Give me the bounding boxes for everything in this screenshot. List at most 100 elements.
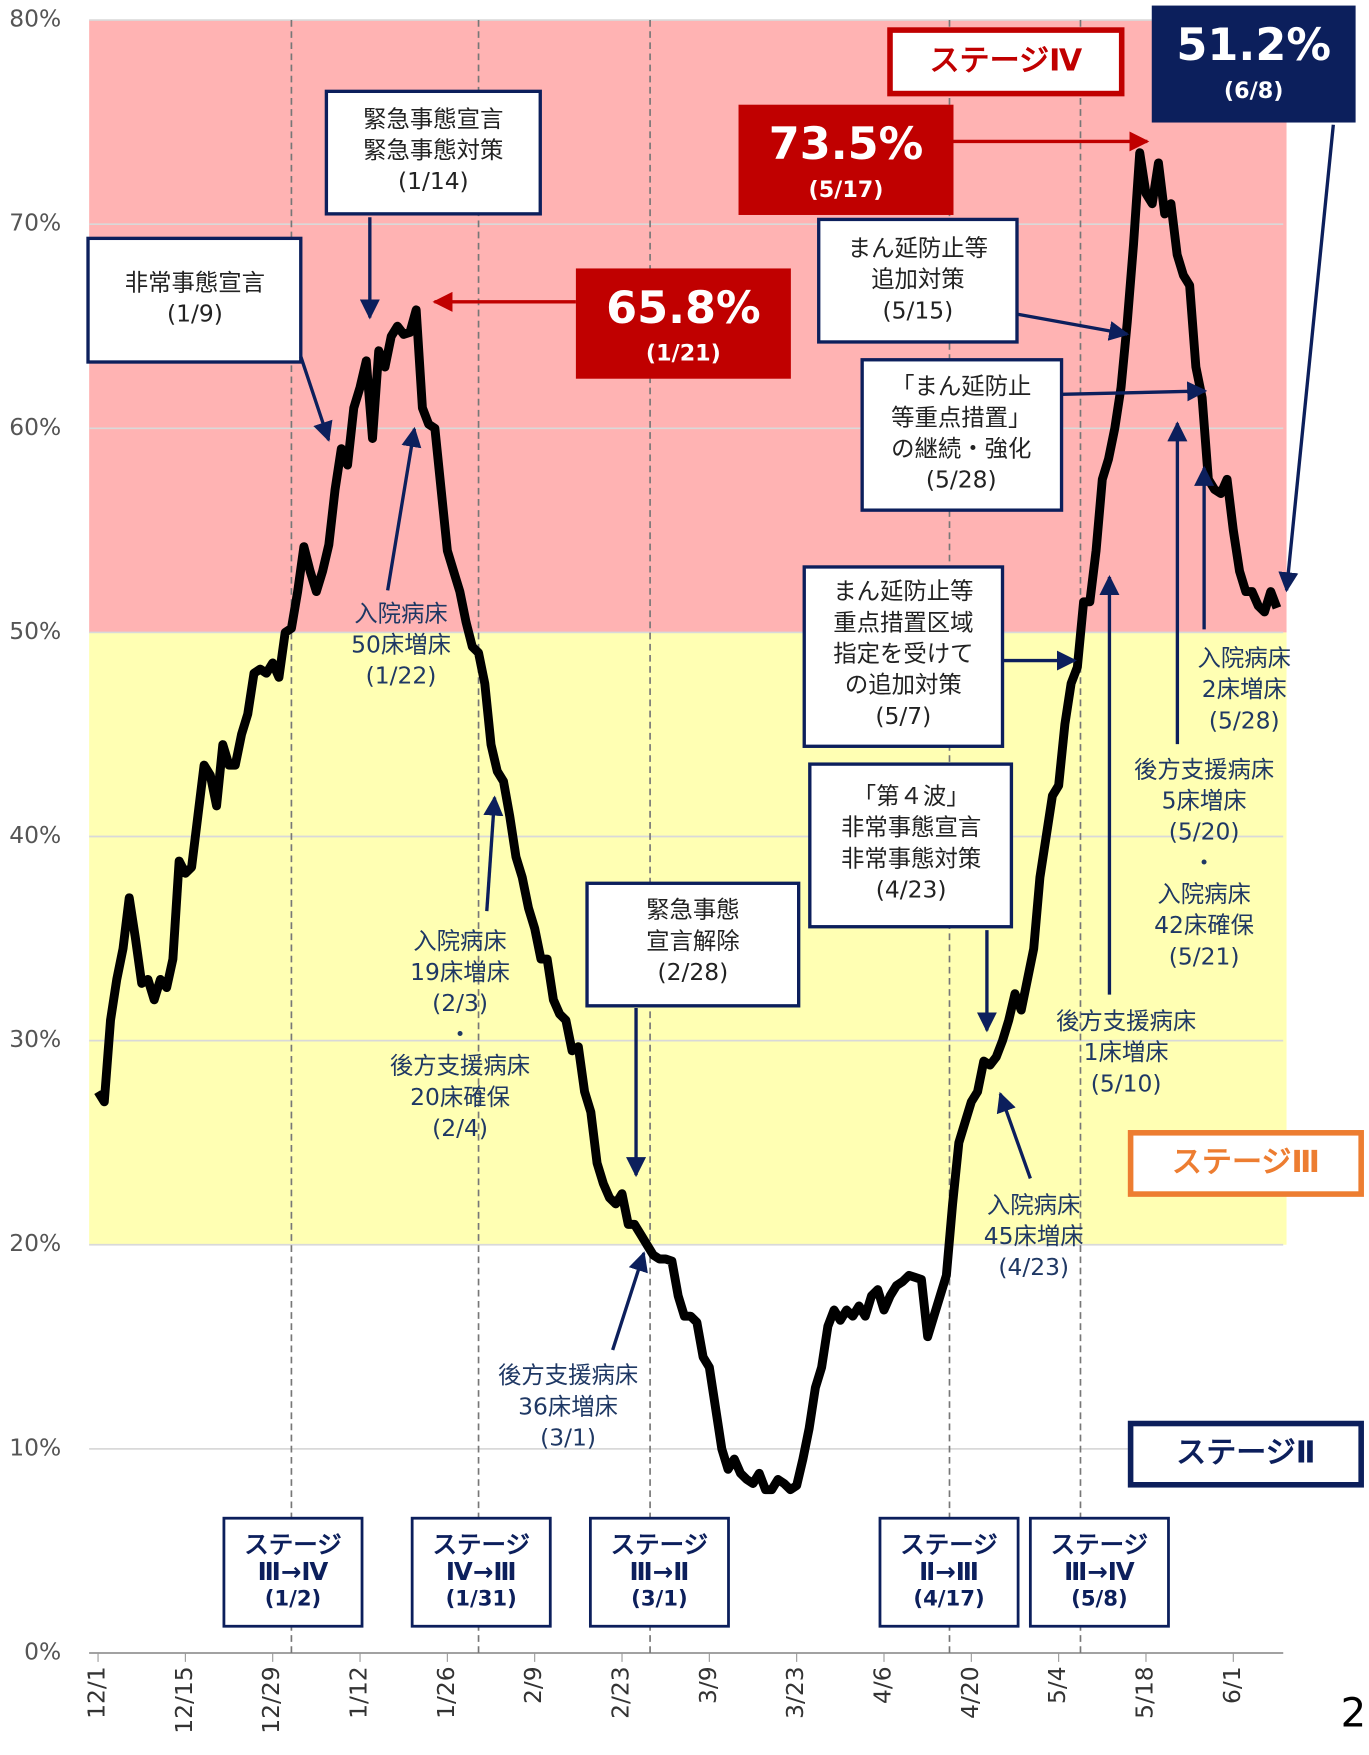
stage-change-box <box>222 1516 364 1628</box>
annotation-text: (5/7) <box>875 702 931 730</box>
annotation-text: (4/23) <box>876 876 947 904</box>
peak-value: 73.5% <box>769 118 924 170</box>
x-tick-label: 1/26 <box>432 1666 460 1719</box>
annotation-text: 19床増床 <box>410 958 510 986</box>
x-tick-label: 12/29 <box>257 1666 285 1733</box>
annotation-text: 50床増床 <box>351 631 451 659</box>
arrow <box>386 426 422 591</box>
annotation-text: 非常事態宣言 <box>125 269 265 297</box>
annotation-text: 「まん延防止 <box>891 372 1031 400</box>
stage-change-text: ステージ <box>432 1530 530 1559</box>
x-tick-label: 5/18 <box>1130 1666 1158 1719</box>
peak-date: (5/17) <box>809 177 884 203</box>
peak-date: (6/8) <box>1224 78 1283 104</box>
annotation-box <box>86 236 303 364</box>
x-tick-label: 2/9 <box>519 1666 547 1704</box>
stage-change-text: (4/17) <box>913 1586 984 1611</box>
annotation-text: 緊急事態対策 <box>363 136 503 164</box>
stage-change-text: (1/2) <box>265 1586 322 1611</box>
stage-change-text: Ⅱ→Ⅲ <box>919 1557 979 1586</box>
annotation-text: 45床増床 <box>984 1222 1084 1250</box>
annotation-text: 非常事態対策 <box>841 844 981 872</box>
annotation-text: 指定を受けて <box>833 639 973 667</box>
stage-change-text: ステージ <box>244 1530 342 1559</box>
data-line <box>94 148 1282 1495</box>
stage-change-text: ステージ <box>1051 1530 1149 1559</box>
annotation-box <box>860 358 1064 512</box>
annotation-box <box>817 217 1019 344</box>
stage-label: ステージⅡ <box>1176 1436 1315 1471</box>
peak-box <box>1151 5 1356 123</box>
annotation-text: 入院病床 <box>354 599 448 627</box>
annotation-text: 後方支援病床 <box>1056 1007 1196 1035</box>
stage-label: ステージⅢ <box>1172 1145 1320 1180</box>
annotation-text: 2床増床 <box>1202 675 1287 703</box>
stage-change-box <box>410 1516 552 1628</box>
y-tick-label: 10% <box>9 1433 61 1461</box>
annotation-box <box>324 89 542 216</box>
annotation-text: 後方支援病床 <box>498 1361 638 1389</box>
stage-label: ステージⅣ <box>930 43 1083 78</box>
annotation-text: 42床確保 <box>1154 911 1254 939</box>
annotation-text: ・ <box>448 1020 471 1048</box>
stage-label-box <box>887 27 1125 97</box>
annotation-text: 入院病床 <box>413 927 507 955</box>
annotation-text: まん延防止等 <box>848 234 988 262</box>
y-tick-label: 20% <box>9 1229 61 1257</box>
annotation-text: 入院病床 <box>987 1191 1081 1219</box>
annotation-text: 後方支援病床 <box>390 1052 530 1080</box>
annotation-text: (1/14) <box>398 167 469 195</box>
x-tick-label: 12/15 <box>170 1666 198 1733</box>
annotation-text: 緊急事態 <box>646 896 740 924</box>
annotation-text: (5/20) <box>1169 818 1240 846</box>
page-number: 2 <box>1341 1690 1367 1736</box>
y-tick-label: 30% <box>9 1025 61 1053</box>
stage-change-box <box>1028 1516 1170 1628</box>
annotation-text: (5/28) <box>1209 706 1280 734</box>
foreground: ステージⅢ→Ⅳ(1/2)ステージⅣ→Ⅲ(1/31)ステージⅢ→Ⅱ(3/1)ステー… <box>86 5 1364 1628</box>
annotation-text: まん延防止等 <box>833 577 973 605</box>
y-tick-label: 40% <box>9 821 61 849</box>
annotation-text: (5/15) <box>882 296 953 324</box>
stage-change-text: Ⅳ→Ⅲ <box>446 1557 517 1586</box>
arrow <box>611 1251 648 1351</box>
peak-box <box>575 268 791 379</box>
stage-change-text: (1/31) <box>446 1586 517 1611</box>
stage-change-text: (5/8) <box>1071 1586 1128 1611</box>
x-tick-label: 4/20 <box>956 1666 984 1719</box>
x-tick-label: 2/23 <box>607 1666 635 1719</box>
annotation-text: (5/21) <box>1169 942 1240 970</box>
stage-label-box <box>1127 1130 1364 1197</box>
annotation-box <box>802 565 1005 748</box>
x-tick-label: 6/1 <box>1218 1666 1246 1704</box>
peak-date: (1/21) <box>646 341 721 367</box>
annotation-box <box>808 762 1014 929</box>
x-tick-label: 3/23 <box>781 1666 809 1719</box>
annotation-text: (2/3) <box>432 989 488 1017</box>
y-tick-label: 70% <box>9 209 61 237</box>
annotation-text: 5床増床 <box>1162 786 1247 814</box>
arrow <box>996 1091 1032 1180</box>
annotation-text: の追加対策 <box>845 671 962 699</box>
annotation-text: 36床増床 <box>518 1392 618 1420</box>
arrow <box>299 355 333 442</box>
annotation-text: (3/1) <box>540 1424 596 1452</box>
annotation-text: (2/4) <box>432 1114 488 1142</box>
annotation-text: 等重点措置」 <box>891 403 1031 431</box>
stage-change-box <box>878 1516 1020 1628</box>
arrow <box>1016 312 1130 341</box>
y-tick-label: 0% <box>24 1637 61 1665</box>
stage-change-text: ステージ <box>900 1530 998 1559</box>
peak-value: 51.2% <box>1176 19 1331 71</box>
y-tick-label: 50% <box>9 617 61 645</box>
stage-change-text: Ⅲ→Ⅳ <box>258 1557 329 1586</box>
annotation-text: 非常事態宣言 <box>841 813 981 841</box>
annotation-text: 「第４波」 <box>853 782 970 810</box>
annotation-text: (5/10) <box>1091 1069 1162 1097</box>
annotation-text: 後方支援病床 <box>1134 755 1274 783</box>
peak-box <box>738 104 954 215</box>
x-tick-label: 12/1 <box>83 1666 111 1719</box>
annotation-text: 宣言解除 <box>646 927 740 955</box>
